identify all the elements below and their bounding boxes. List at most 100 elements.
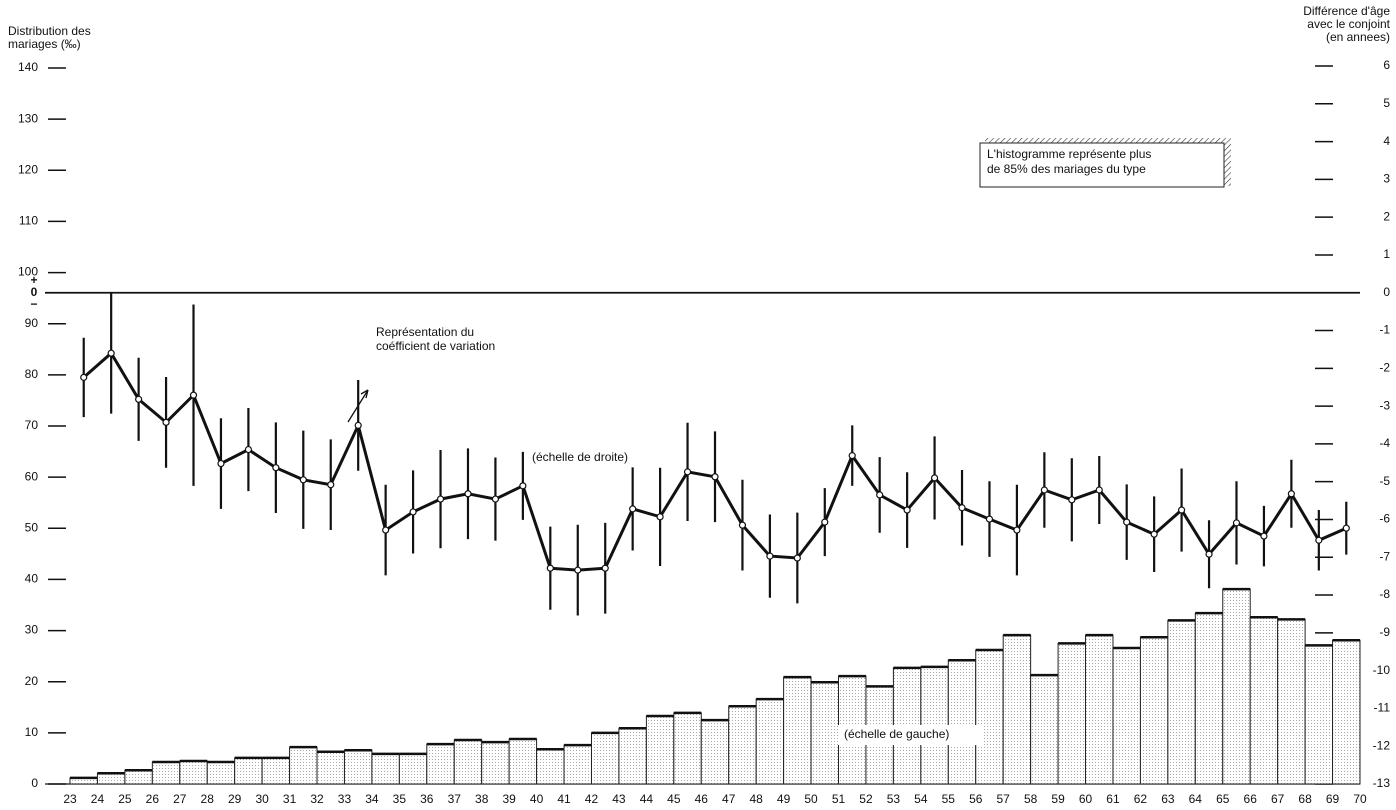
annotation: (échelle de droite) [532,450,628,464]
histogram-bar [618,727,647,785]
histogram-bar [289,746,318,785]
annotation: Représentation du [376,325,474,339]
line-point [1150,530,1158,538]
histogram-bar [1222,588,1251,785]
y-tick-label: 20 [25,674,39,688]
line-point [903,506,911,514]
y-tick-label: 80 [25,367,39,381]
histogram-bar [508,738,538,785]
x-tick-label: 48 [749,792,763,806]
x-tick-label: 63 [1161,792,1175,806]
x-tick-label: 44 [640,792,654,806]
y-tick-label: 120 [18,162,38,176]
histogram-bar [1249,616,1279,785]
x-tick-label: 53 [887,792,901,806]
x-tick-label: 24 [91,792,105,806]
line-point [683,468,692,476]
x-tick-label: 23 [63,792,77,806]
histogram-bar [398,753,428,785]
line-point [162,418,170,426]
y-tick-label: 50 [25,520,39,534]
histogram-bar [1112,647,1141,785]
line-point [1013,526,1021,534]
line-point [464,490,472,498]
histogram-bar [1030,674,1059,785]
histogram-bar [783,676,812,785]
y-tick-label: 30 [25,623,39,637]
x-tick-label: 26 [146,792,160,806]
histogram-bar [1057,642,1087,785]
line-point [1232,519,1241,527]
line-point [546,564,554,572]
line-point [656,513,664,521]
line-point [519,482,527,490]
y2-tick-label: 6 [1383,58,1390,72]
histogram-bar [975,649,1004,785]
line-point [1040,486,1048,494]
x-tick-label: 30 [255,792,269,806]
x-tick-label: 60 [1079,792,1093,806]
y2-tick-label: 3 [1383,172,1390,186]
y2-tick-label: -5 [1379,474,1390,488]
line-point [189,391,198,399]
line-point [601,564,609,572]
y2-tick-label: -6 [1379,512,1390,526]
line-point [1287,490,1295,498]
x-tick-label: 37 [448,792,462,806]
y2-axis-label: avec le conjoint [1307,17,1390,31]
y-tick-label: 40 [25,572,39,586]
y2-tick-label: -7 [1379,549,1390,563]
line-point [821,518,829,526]
y-tick-label: 100 [18,265,38,279]
x-tick-label: 47 [722,792,736,806]
line-point [738,521,747,529]
line-point [1205,550,1213,558]
x-tick-label: 40 [530,792,544,806]
y-tick-label: 70 [25,418,39,432]
y2-tick-label: -3 [1379,398,1390,412]
line-point [1177,506,1186,514]
x-tick-label: 46 [695,792,709,806]
histogram-bar [343,749,373,785]
x-tick-label: 70 [1353,792,1367,806]
histogram-bar [1194,612,1224,785]
line-point [272,464,280,472]
histogram-bar [206,761,236,785]
histogram-bar [261,757,291,785]
x-tick-label: 69 [1326,792,1340,806]
line-point [574,566,582,574]
x-tick-label: 34 [365,792,379,806]
y-tick-label: 60 [25,469,39,483]
y2-tick-label: -13 [1373,776,1391,790]
x-tick-label: 56 [969,792,983,806]
line-point [793,554,801,562]
x-tick-label: 38 [475,792,489,806]
histogram-bar [96,772,126,785]
y2-tick-label: -1 [1379,323,1390,337]
y2-tick-label: -11 [1374,701,1391,715]
x-tick-label: 67 [1271,792,1285,806]
zero-sign: 0 [31,285,38,299]
zero-sign: − [30,297,37,311]
histogram-bar [1002,634,1032,785]
line-point [382,526,390,534]
line-point [1095,486,1103,494]
histogram-bar [1139,636,1169,785]
x-tick-label: 51 [832,792,846,806]
line-point [135,395,143,403]
histogram-bar [1085,634,1114,785]
histogram-bar [316,751,345,785]
annotation: (échelle de gauche) [844,727,949,741]
label-bg [838,725,984,745]
line-point [1260,532,1268,540]
histogram-bar [234,757,263,785]
x-tick-label: 35 [393,792,407,806]
x-tick-label: 68 [1298,792,1312,806]
histogram-bar [1332,639,1361,785]
y2-tick-label: -12 [1373,738,1391,752]
histogram-bar [947,659,977,785]
x-tick-label: 50 [804,792,818,806]
histogram-bar [179,760,208,785]
y2-tick-label: -2 [1379,360,1390,374]
